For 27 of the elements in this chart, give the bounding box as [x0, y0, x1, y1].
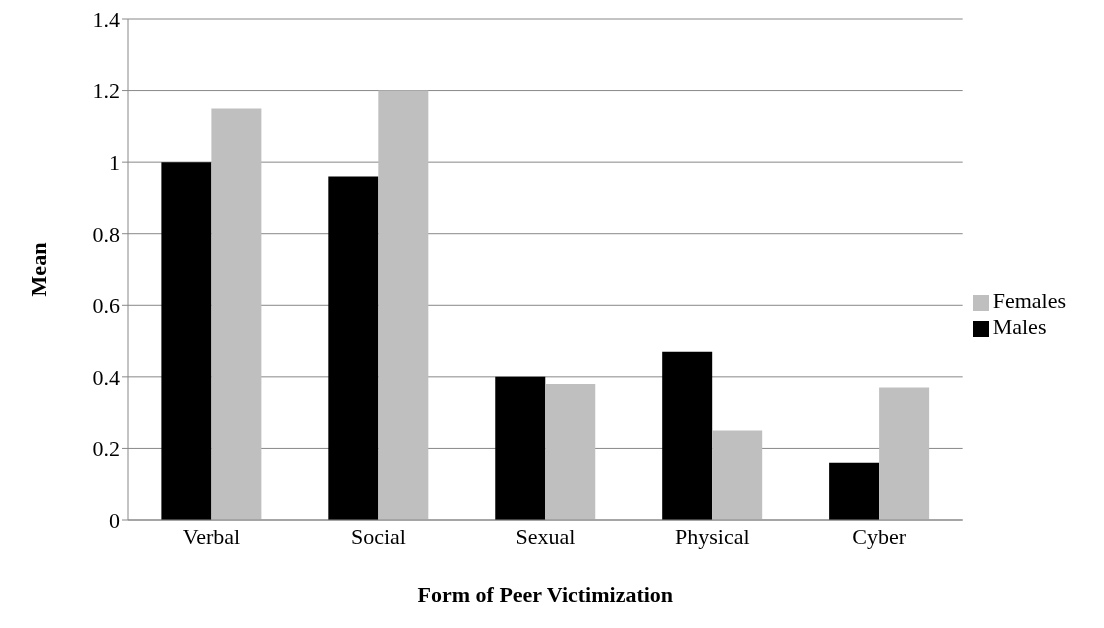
x-axis-title: Form of Peer Victimization	[417, 582, 674, 607]
bar	[495, 376, 546, 520]
legend-label: Males	[992, 314, 1047, 339]
bar	[712, 430, 763, 520]
y-tick-label: 1	[109, 149, 120, 175]
y-tick-label: 1.4	[92, 6, 120, 32]
bar	[211, 108, 262, 520]
x-tick-label: Social	[350, 523, 406, 549]
x-tick-label: Sexual	[515, 523, 576, 549]
y-tick-label: 0.2	[92, 436, 120, 462]
y-axis-title: Mean	[25, 242, 51, 297]
y-tick-label: 0	[109, 507, 120, 533]
x-tick-label: Verbal	[182, 523, 241, 549]
bar	[662, 351, 713, 520]
bar	[545, 384, 596, 520]
y-tick-label: 0.4	[92, 364, 120, 390]
y-tick-label: 0.8	[92, 221, 120, 247]
bar	[829, 462, 880, 520]
bar	[378, 90, 429, 520]
y-tick-label: 1.2	[92, 78, 120, 104]
legend-label: Females	[992, 288, 1066, 313]
x-tick-label: Cyber	[852, 523, 907, 549]
bar	[328, 176, 379, 520]
bar	[161, 162, 212, 520]
bar	[879, 387, 930, 520]
y-tick-label: 0.6	[92, 293, 120, 319]
x-tick-label: Physical	[674, 523, 750, 549]
